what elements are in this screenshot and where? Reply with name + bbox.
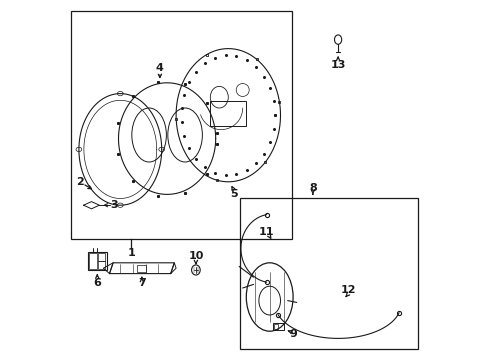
Text: 7: 7	[138, 278, 145, 288]
Text: 13: 13	[330, 60, 345, 70]
Bar	[98, 253, 105, 261]
Bar	[98, 261, 105, 269]
Bar	[210, 101, 246, 126]
Text: 11: 11	[258, 227, 273, 237]
Text: 1: 1	[127, 248, 135, 258]
Text: 4: 4	[156, 63, 163, 73]
Bar	[89, 253, 97, 269]
Bar	[71, 11, 292, 239]
Text: 5: 5	[229, 189, 237, 199]
Text: 10: 10	[188, 251, 203, 261]
Text: 6: 6	[93, 278, 101, 288]
Bar	[273, 323, 284, 330]
Bar	[274, 324, 277, 329]
Text: 2: 2	[76, 177, 83, 187]
Text: 8: 8	[308, 183, 316, 193]
Bar	[240, 198, 418, 349]
Text: 9: 9	[288, 329, 296, 339]
Text: 3: 3	[110, 200, 118, 210]
Bar	[136, 265, 145, 272]
Ellipse shape	[258, 286, 280, 315]
Bar	[88, 252, 106, 270]
Text: 12: 12	[341, 285, 356, 295]
